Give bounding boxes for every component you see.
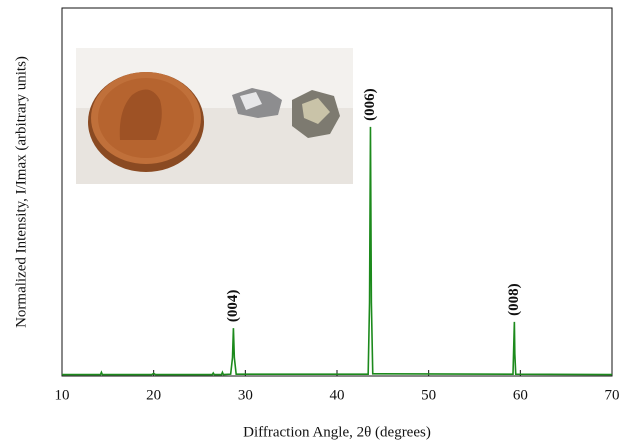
x-tick-label: 20 [146, 387, 161, 403]
x-tick-label: 30 [238, 387, 253, 403]
peak-label: (004) [225, 290, 241, 323]
y-axis-label: Normalized Intensity, I/Imax (arbitrary … [13, 56, 29, 328]
inset-photo [76, 48, 353, 184]
x-tick-label: 10 [55, 387, 70, 403]
x-tick-label: 60 [513, 387, 528, 403]
data-line [62, 126, 613, 376]
peak-label: (006) [362, 88, 378, 121]
x-tick-label: 70 [605, 387, 620, 403]
x-tick-label: 50 [421, 387, 436, 403]
peak-label: (008) [506, 283, 522, 316]
x-axis-label: Diffraction Angle, 2θ (degrees) [243, 424, 431, 440]
x-tick-label: 40 [330, 387, 345, 403]
